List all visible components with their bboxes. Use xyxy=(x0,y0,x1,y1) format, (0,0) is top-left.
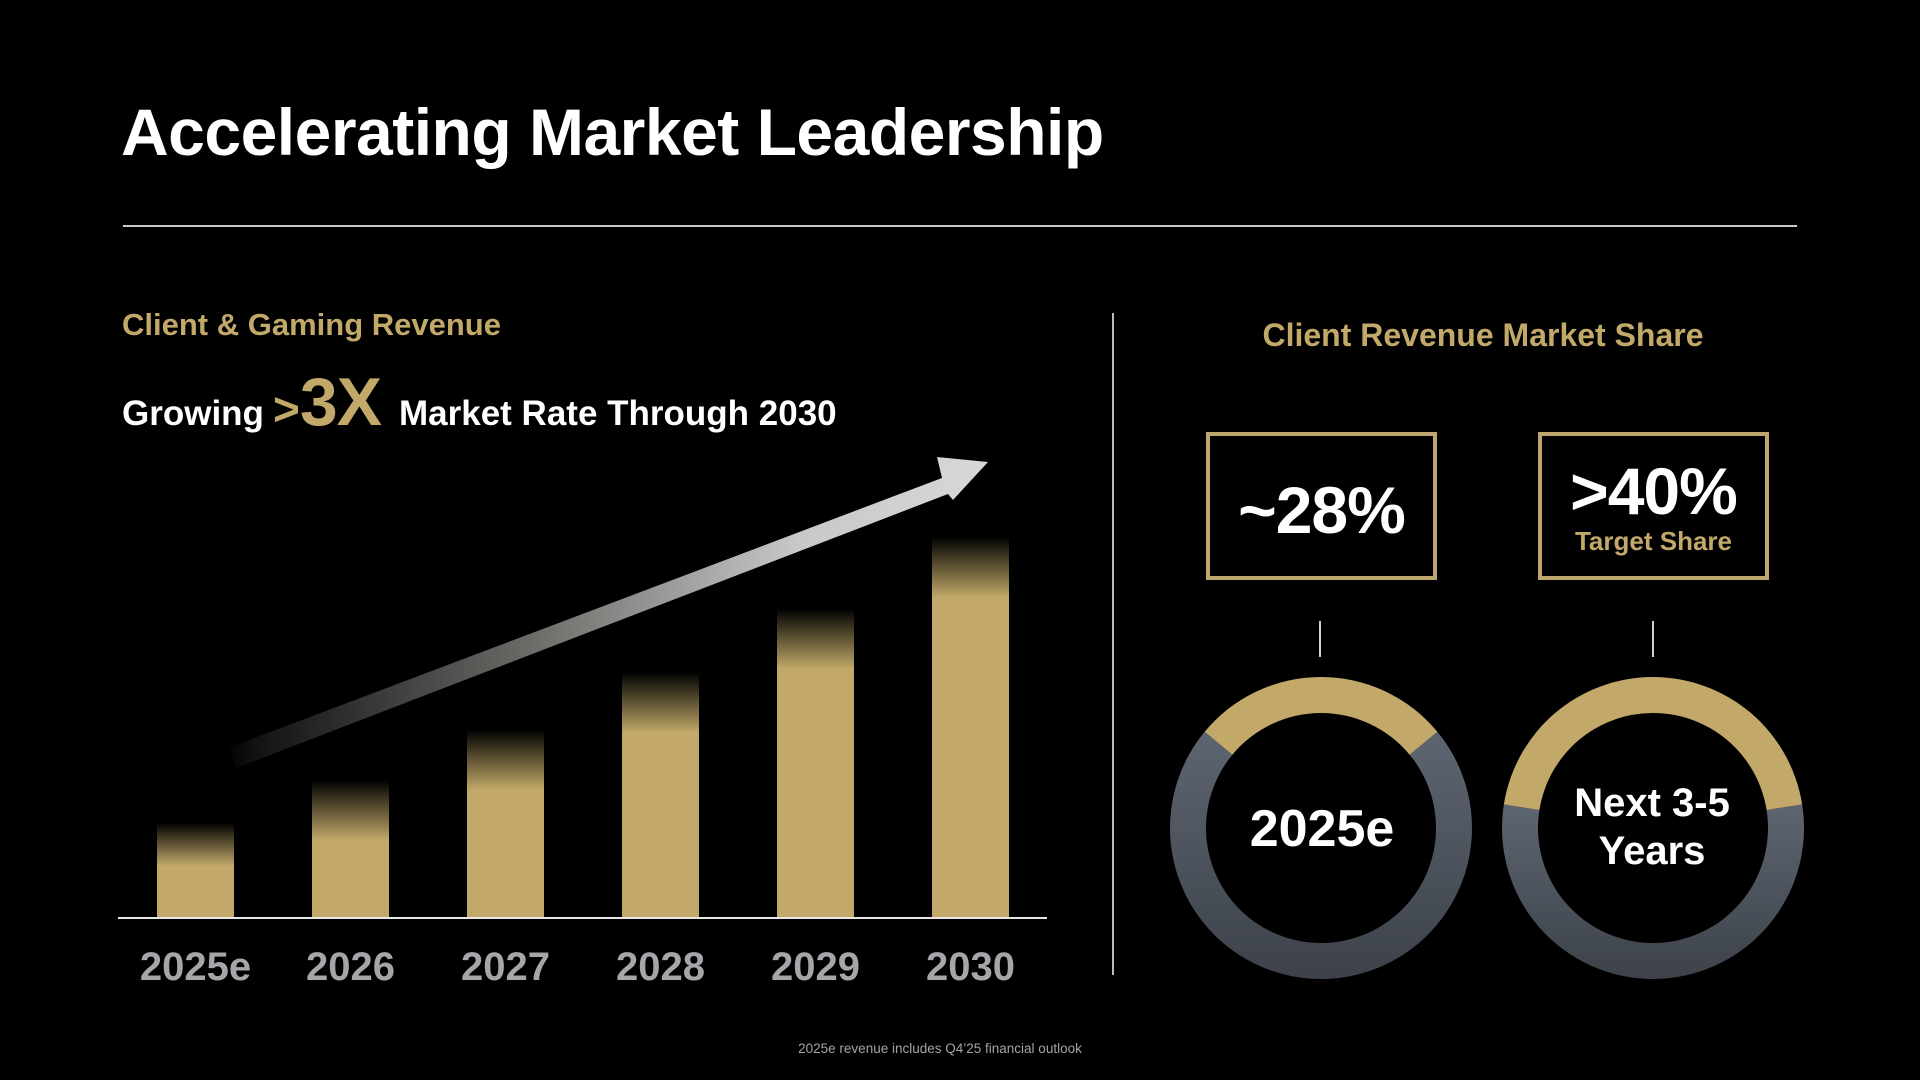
donut-current-period-label: 2025e xyxy=(1250,800,1395,858)
x-tick-label: 2028 xyxy=(616,945,705,989)
donut-slice-share xyxy=(1503,676,1803,811)
bar-fade-top xyxy=(777,608,854,669)
bar-fade-top xyxy=(157,822,234,867)
bar-2027 xyxy=(467,729,544,918)
bars xyxy=(157,537,1009,918)
revenue-chart-heading: Client & Gaming Revenue xyxy=(122,307,501,342)
target-share-box: >40% Target Share xyxy=(1538,432,1769,580)
current-share-value: ~28% xyxy=(1238,473,1406,547)
connector-line xyxy=(1319,621,1321,657)
growth-tagline: Growing > 3X Market Rate Through 2030 xyxy=(122,364,837,442)
x-tick-label: 2027 xyxy=(461,945,550,989)
donut-target-share xyxy=(1502,676,1804,979)
title-divider xyxy=(123,225,1797,227)
bar-body xyxy=(312,839,389,918)
x-tick-label: 2029 xyxy=(771,945,860,989)
bar-body xyxy=(777,668,854,918)
bar-2025e xyxy=(157,822,234,918)
connector-line xyxy=(1652,621,1654,657)
bar-body xyxy=(622,732,699,918)
bar-fade-top xyxy=(312,779,389,841)
donut-slice-rest xyxy=(1502,804,1804,979)
bar-fade-top xyxy=(467,729,544,790)
tagline-multiple: 3X xyxy=(299,364,382,440)
donut-slice-share xyxy=(1204,676,1438,755)
tagline-suffix: Market Rate Through 2030 xyxy=(399,394,837,433)
page-title: Accelerating Market Leadership xyxy=(121,95,1104,169)
section-divider xyxy=(1112,313,1114,975)
bar-2030 xyxy=(932,537,1009,918)
x-tick-label: 2025e xyxy=(140,945,251,989)
bar-body xyxy=(932,597,1009,918)
trend-arrow xyxy=(228,457,988,768)
market-share-heading: Client Revenue Market Share xyxy=(1262,317,1704,353)
bar-2029 xyxy=(777,608,854,918)
x-tick-label: 2030 xyxy=(926,945,1015,989)
donut-current-share xyxy=(1170,676,1473,979)
donut-target-period-line2: Years xyxy=(1599,829,1706,873)
footnote: 2025e revenue includes Q4’25 financial o… xyxy=(798,1041,1082,1056)
target-share-caption: Target Share xyxy=(1574,526,1732,556)
bar-body xyxy=(157,865,234,918)
donut-target-period-line1: Next 3-5 xyxy=(1574,781,1730,825)
x-tick-label: 2026 xyxy=(306,945,395,989)
tagline-comparator: > xyxy=(272,383,300,435)
x-axis-labels: 2025e 2026 2027 2028 2029 2030 xyxy=(140,945,1015,989)
bar-fade-top xyxy=(932,537,1009,598)
target-share-value: >40% xyxy=(1570,454,1738,528)
bar-2026 xyxy=(312,779,389,918)
bar-body xyxy=(467,789,544,918)
current-share-box: ~28% xyxy=(1206,432,1437,580)
donut-slice-rest xyxy=(1170,731,1473,979)
trend-arrow-icon xyxy=(228,457,988,768)
bar-fade-top xyxy=(622,672,699,733)
bar-2028 xyxy=(622,672,699,918)
tagline-prefix: Growing xyxy=(122,394,264,433)
